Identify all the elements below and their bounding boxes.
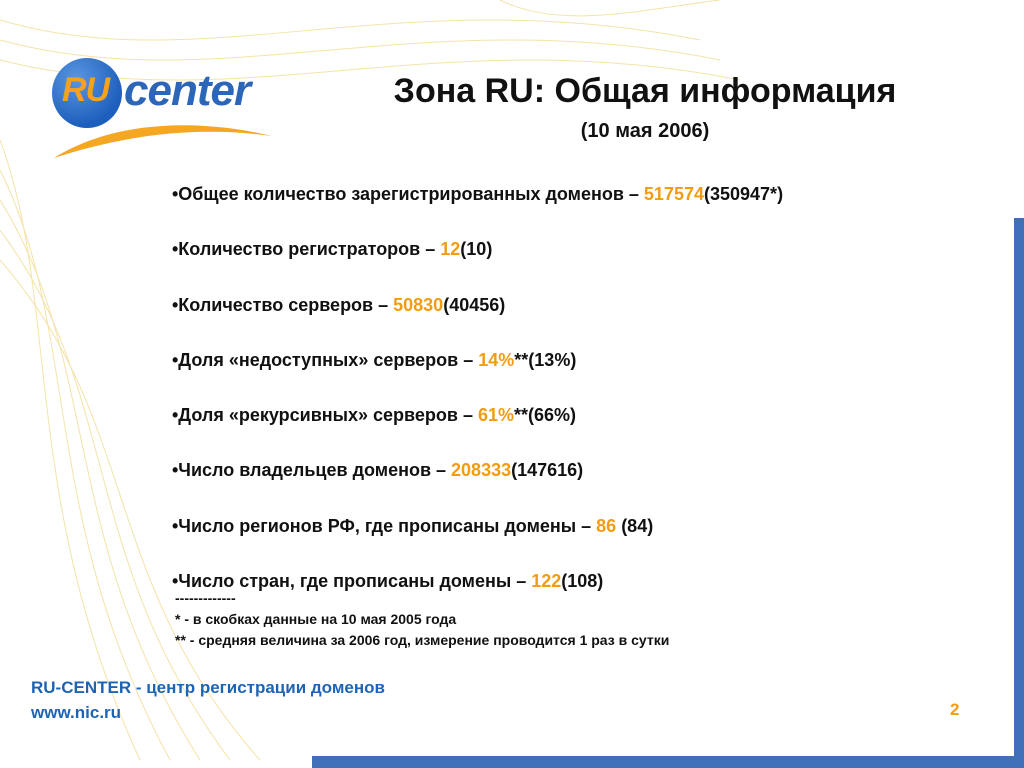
footer-website-link[interactable]: www.nic.ru [31,703,122,722]
slide-subtitle: (10 мая 2006) [580,120,710,142]
footnote-2: ** - средняя величина за 2006 год, измер… [175,632,670,648]
stat-previous: **(13%) [514,349,577,370]
stat-value: 50830 [393,294,444,315]
stat-item: •Доля «недоступных» серверов – 14%**(13%… [172,348,1002,403]
stat-previous: **(66%) [514,405,577,426]
stat-value: 208333 [451,460,512,481]
stat-previous: (147616) [511,460,584,481]
stat-label: •Общее количество зарегистрированных дом… [172,184,644,204]
stat-item: •Количество серверов – 50830(40456) [172,293,1002,348]
stat-label: •Доля «рекурсивных» серверов – [172,405,478,426]
stat-value: 14% [478,349,515,370]
footnote-1: * - в скобках данные на 10 мая 2005 года [175,611,457,627]
page-number: 2 [950,700,960,719]
logo-ru-text: RU [62,71,110,109]
logo-swoosh-icon [54,125,272,158]
ru-center-logo: RU center [48,54,278,164]
footer: RU-CENTER - центр регистрации доменов ww… [31,675,385,725]
stat-label: •Число владельцев доменов – [172,460,452,481]
stat-previous: (40456) [443,294,506,315]
stat-item: •Число владельцев доменов – 208333(14761… [172,458,1002,513]
stat-value: 86 [596,515,617,536]
stat-value: 12 [440,239,461,260]
stat-label: •Число регионов РФ, где прописаны домены… [172,515,597,536]
logo-badge [52,58,122,128]
footer-org-name: RU-CENTER - центр регистрации доменов [31,678,385,697]
footnotes: ------------- * - в скобках данные на 10… [175,588,669,651]
stat-value: 122 [531,571,562,592]
slide-title: Зона RU: Общая информация [393,72,897,110]
stat-label: •Количество серверов – [172,294,394,315]
stat-label: •Количество регистраторов – [172,239,441,260]
stat-previous: (10) [460,239,493,260]
stats-list: •Общее количество зарегистрированных дом… [172,182,1002,624]
stat-item: •Доля «рекурсивных» серверов – 61%**(66%… [172,403,1002,458]
stat-item: •Количество регистраторов – 12(10) [172,237,1002,292]
logo-center-text: center [124,66,251,115]
stat-value: 61% [477,405,514,426]
stat-previous: (108) [561,571,604,592]
stat-previous: (84) [616,515,654,536]
stat-previous: (350947*) [704,184,784,204]
footnote-separator: ------------- [175,590,236,606]
stat-value: 517574 [643,184,704,204]
stat-label: •Число стран, где прописаны домены – [172,571,532,592]
stat-item: •Число стран, где прописаны домены – 122… [172,569,1002,624]
stat-item: •Общее количество зарегистрированных дом… [172,182,1002,237]
stat-label: •Доля «недоступных» серверов – [172,349,479,370]
stat-item: •Число регионов РФ, где прописаны домены… [172,514,1002,569]
blue-frame-right [1014,218,1024,768]
blue-frame-bottom [312,756,1024,768]
